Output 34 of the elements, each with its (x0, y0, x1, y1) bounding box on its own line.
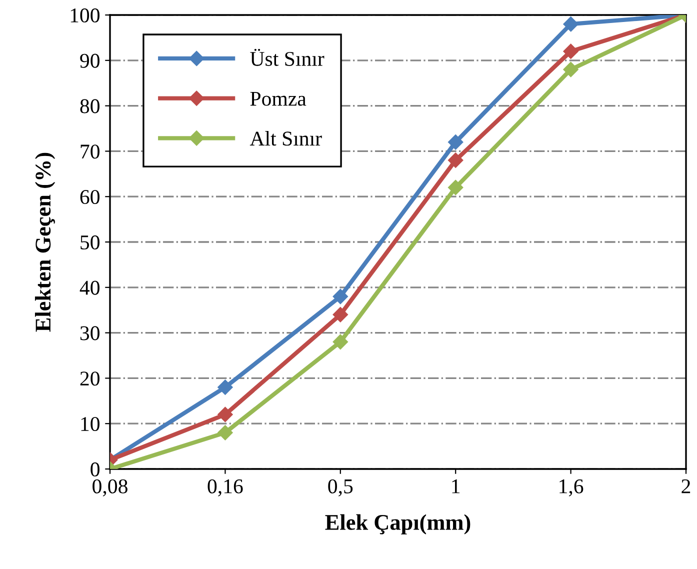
point (563, 44, 578, 59)
point (332, 288, 348, 304)
y-tick-label: 50 (80, 235, 100, 250)
point (563, 62, 578, 78)
point (218, 425, 233, 440)
x-tick-label: 0,08 (92, 479, 128, 496)
point (332, 334, 348, 350)
y-tick-label: 40 (80, 280, 100, 295)
point (218, 380, 233, 395)
y-tick-label: 70 (80, 144, 100, 159)
point (563, 16, 578, 32)
point (448, 134, 464, 150)
y-tick-label: 20 (80, 372, 100, 386)
x-tick-label: 1 (452, 479, 460, 494)
y-tick-label: 0 (90, 462, 100, 476)
legend-label: Üst Sınır (250, 48, 324, 66)
y-tick-label: 100 (70, 8, 100, 22)
y-tick-label: 30 (80, 326, 100, 340)
point (218, 406, 233, 422)
y-tick-label: 90 (80, 54, 100, 68)
y-tick-label: 60 (80, 190, 100, 204)
legend-label: Alt Sınır (250, 130, 322, 146)
y-tick-label: 10 (81, 416, 100, 432)
y-axis-title: Elekten Geçen (%) (34, 152, 56, 332)
x-tick-label: 0,16 (208, 479, 243, 496)
legend-label: Pomza (250, 92, 306, 106)
point (332, 307, 348, 322)
point (448, 180, 464, 196)
x-tick-label: 0,5 (328, 479, 353, 496)
y-tick-label: 80 (80, 99, 100, 114)
x-tick-label: 1,6 (560, 479, 584, 496)
x-axis-title: Elek Çapı(mm) (325, 514, 470, 534)
point (448, 152, 464, 168)
x-tick-label: 2 (682, 479, 690, 494)
